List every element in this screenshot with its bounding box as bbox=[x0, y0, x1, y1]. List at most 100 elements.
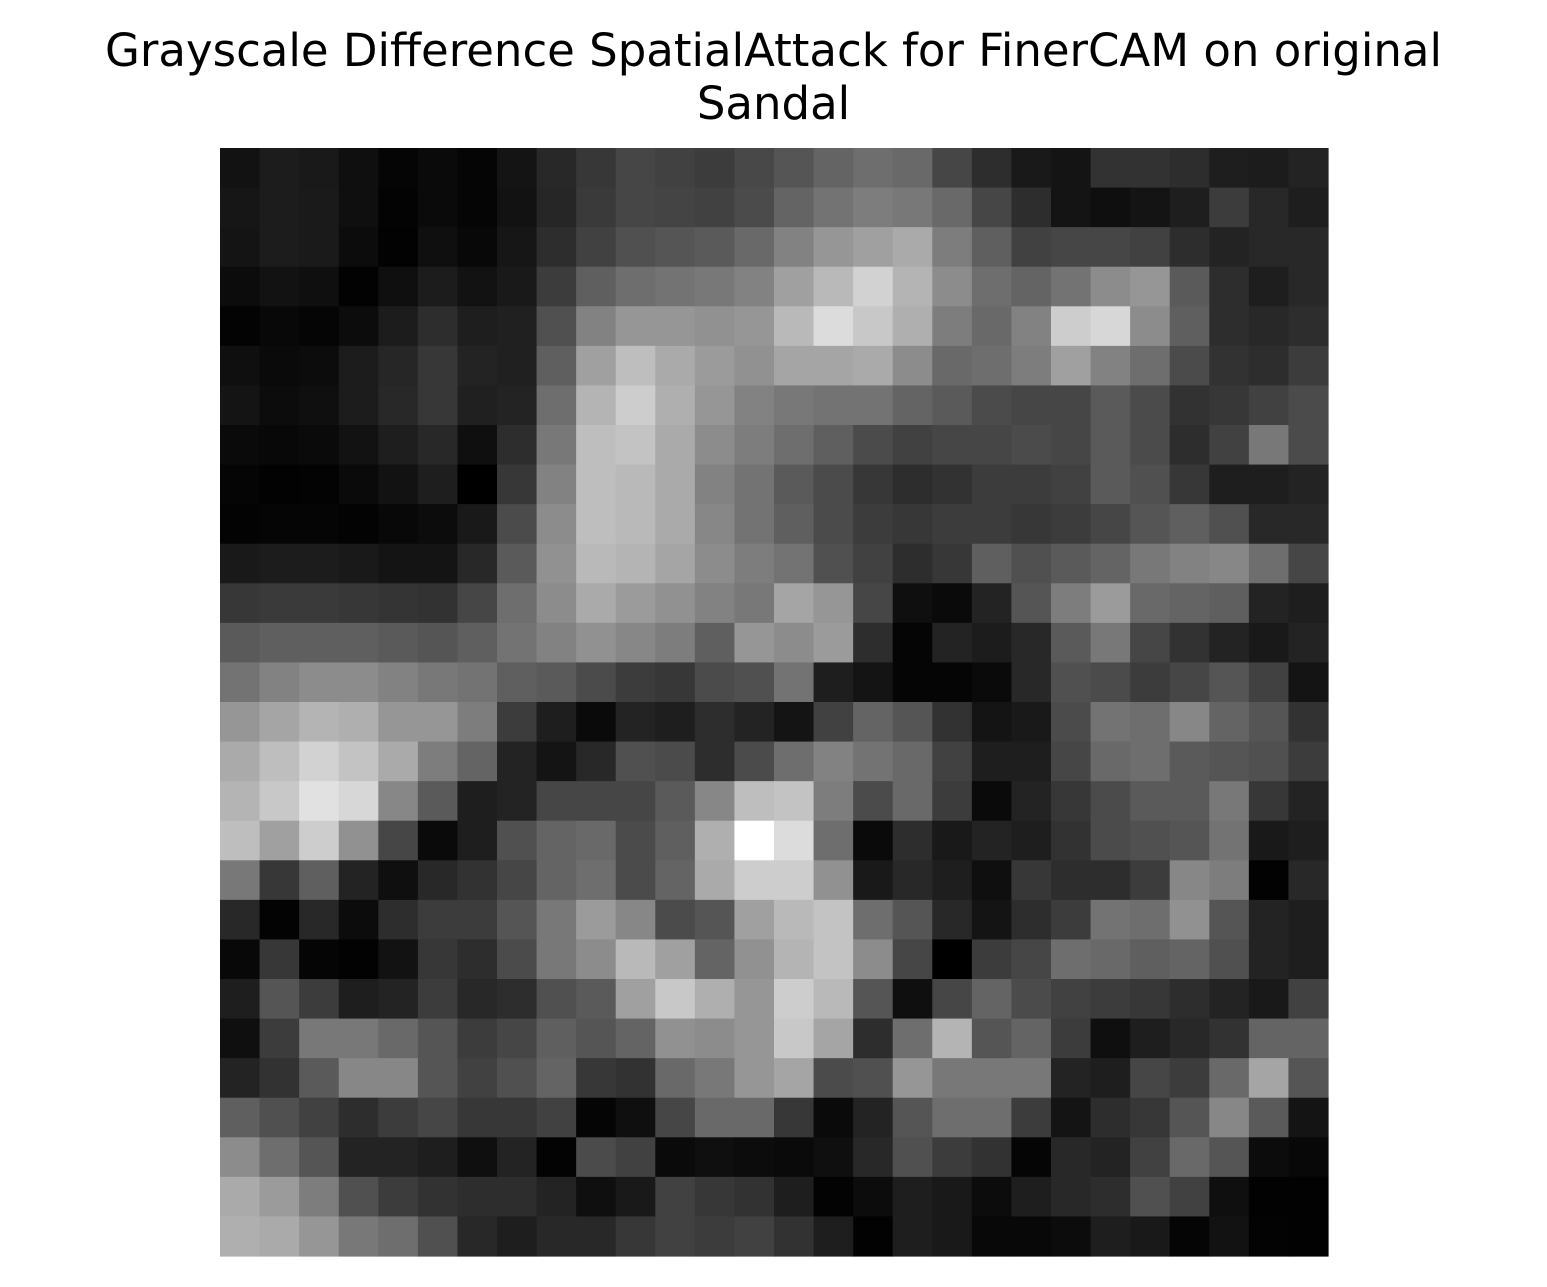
heatmap-cell-11-24 bbox=[1169, 583, 1210, 624]
heatmap-cell-22-24 bbox=[1169, 1018, 1210, 1059]
heatmap-cell-3-15 bbox=[813, 266, 854, 307]
heatmap-cell-4-18 bbox=[932, 306, 973, 347]
heatmap-cell-13-26 bbox=[1248, 662, 1290, 703]
heatmap-cell-21-12 bbox=[694, 979, 736, 1020]
heatmap-cell-4-4 bbox=[378, 306, 419, 347]
heatmap-cell-22-25 bbox=[1209, 1018, 1250, 1059]
heatmap-cell-3-27 bbox=[1288, 266, 1329, 307]
heatmap-cell-10-25 bbox=[1209, 543, 1250, 584]
heatmap-cell-0-22 bbox=[1090, 148, 1131, 189]
heatmap-cell-25-18 bbox=[932, 1137, 973, 1178]
heatmap-cell-27-11 bbox=[655, 1216, 696, 1257]
heatmap-cell-15-17 bbox=[892, 741, 933, 782]
heatmap-cell-17-3 bbox=[338, 820, 379, 861]
heatmap-cell-9-9 bbox=[576, 504, 617, 545]
heatmap-cell-2-24 bbox=[1169, 227, 1210, 268]
heatmap-cell-20-20 bbox=[1011, 939, 1052, 980]
heatmap-cell-9-18 bbox=[932, 504, 973, 545]
heatmap-cell-5-20 bbox=[1011, 345, 1052, 387]
heatmap-cell-12-6 bbox=[457, 622, 498, 664]
heatmap-cell-4-9 bbox=[576, 306, 617, 347]
heatmap-cell-13-9 bbox=[576, 662, 617, 703]
heatmap-cell-25-9 bbox=[576, 1137, 617, 1178]
heatmap-cell-8-4 bbox=[378, 464, 419, 505]
heatmap-cell-6-0 bbox=[220, 385, 261, 426]
heatmap-cell-18-0 bbox=[220, 860, 261, 901]
heatmap-cell-8-13 bbox=[734, 464, 775, 505]
heatmap-cell-2-27 bbox=[1288, 227, 1329, 268]
heatmap-cell-0-9 bbox=[576, 148, 617, 189]
heatmap-cell-13-4 bbox=[378, 662, 419, 703]
heatmap-cell-3-17 bbox=[892, 266, 933, 307]
heatmap-cell-13-7 bbox=[497, 662, 538, 703]
heatmap-cell-8-10 bbox=[615, 464, 656, 505]
heatmap-cell-12-4 bbox=[378, 622, 419, 664]
heatmap-cell-14-1 bbox=[259, 702, 300, 743]
heatmap-cell-26-9 bbox=[576, 1176, 617, 1218]
heatmap-cell-20-19 bbox=[971, 939, 1013, 980]
heatmap-cell-12-17 bbox=[892, 622, 933, 664]
heatmap-cell-1-20 bbox=[1011, 187, 1052, 228]
heatmap-cell-17-10 bbox=[615, 820, 656, 861]
heatmap-cell-9-16 bbox=[853, 504, 894, 545]
heatmap-cell-17-12 bbox=[694, 820, 736, 861]
heatmap-cell-3-20 bbox=[1011, 266, 1052, 307]
heatmap-cell-3-6 bbox=[457, 266, 498, 307]
heatmap-cell-23-17 bbox=[892, 1058, 933, 1099]
heatmap-cell-25-24 bbox=[1169, 1137, 1210, 1178]
heatmap-cell-4-11 bbox=[655, 306, 696, 347]
heatmap-cell-7-2 bbox=[299, 425, 340, 466]
heatmap-cell-25-25 bbox=[1209, 1137, 1250, 1178]
heatmap-cell-25-6 bbox=[457, 1137, 498, 1178]
heatmap-cell-8-8 bbox=[536, 464, 577, 505]
heatmap-cell-22-0 bbox=[220, 1018, 261, 1059]
heatmap-cell-19-26 bbox=[1248, 899, 1290, 941]
heatmap-cell-25-13 bbox=[734, 1137, 775, 1178]
heatmap-cell-27-5 bbox=[417, 1216, 459, 1257]
heatmap-cell-2-3 bbox=[338, 227, 379, 268]
heatmap-cell-17-9 bbox=[576, 820, 617, 861]
heatmap-cell-6-14 bbox=[774, 385, 815, 426]
heatmap-cell-16-11 bbox=[655, 781, 696, 822]
heatmap-cell-27-23 bbox=[1130, 1216, 1171, 1257]
heatmap-cell-7-8 bbox=[536, 425, 577, 466]
heatmap-cell-12-3 bbox=[338, 622, 379, 664]
heatmap-cell-3-19 bbox=[971, 266, 1013, 307]
heatmap-cell-2-19 bbox=[971, 227, 1013, 268]
heatmap-cell-27-1 bbox=[259, 1216, 300, 1257]
heatmap-cell-5-1 bbox=[259, 345, 300, 387]
heatmap-cell-15-26 bbox=[1248, 741, 1290, 782]
heatmap-cell-14-12 bbox=[694, 702, 736, 743]
heatmap-cell-19-5 bbox=[417, 899, 459, 941]
heatmap-cell-6-5 bbox=[417, 385, 459, 426]
heatmap-cell-23-27 bbox=[1288, 1058, 1329, 1099]
heatmap-cell-15-25 bbox=[1209, 741, 1250, 782]
heatmap-cell-18-5 bbox=[417, 860, 459, 901]
heatmap-cell-27-10 bbox=[615, 1216, 656, 1257]
heatmap-cell-7-20 bbox=[1011, 425, 1052, 466]
heatmap-cell-15-20 bbox=[1011, 741, 1052, 782]
heatmap-cell-7-24 bbox=[1169, 425, 1210, 466]
heatmap-cell-9-20 bbox=[1011, 504, 1052, 545]
heatmap-cell-6-12 bbox=[694, 385, 736, 426]
heatmap-cell-27-15 bbox=[813, 1216, 854, 1257]
heatmap-cell-16-18 bbox=[932, 781, 973, 822]
heatmap-cell-0-2 bbox=[299, 148, 340, 189]
heatmap-cell-22-26 bbox=[1248, 1018, 1290, 1059]
heatmap-cell-20-11 bbox=[655, 939, 696, 980]
heatmap-cell-22-5 bbox=[417, 1018, 459, 1059]
heatmap-cell-0-3 bbox=[338, 148, 379, 189]
heatmap-cell-11-1 bbox=[259, 583, 300, 624]
heatmap-cell-7-5 bbox=[417, 425, 459, 466]
heatmap-cell-23-6 bbox=[457, 1058, 498, 1099]
heatmap-cell-12-8 bbox=[536, 622, 577, 664]
heatmap-cell-15-12 bbox=[694, 741, 736, 782]
heatmap-cell-7-3 bbox=[338, 425, 379, 466]
heatmap-cell-6-3 bbox=[338, 385, 379, 426]
heatmap-cell-3-8 bbox=[536, 266, 577, 307]
heatmap-cell-1-15 bbox=[813, 187, 854, 228]
heatmap-cell-4-2 bbox=[299, 306, 340, 347]
heatmap-cell-24-21 bbox=[1051, 1097, 1092, 1138]
heatmap-cell-23-14 bbox=[774, 1058, 815, 1099]
heatmap-cell-25-27 bbox=[1288, 1137, 1329, 1178]
